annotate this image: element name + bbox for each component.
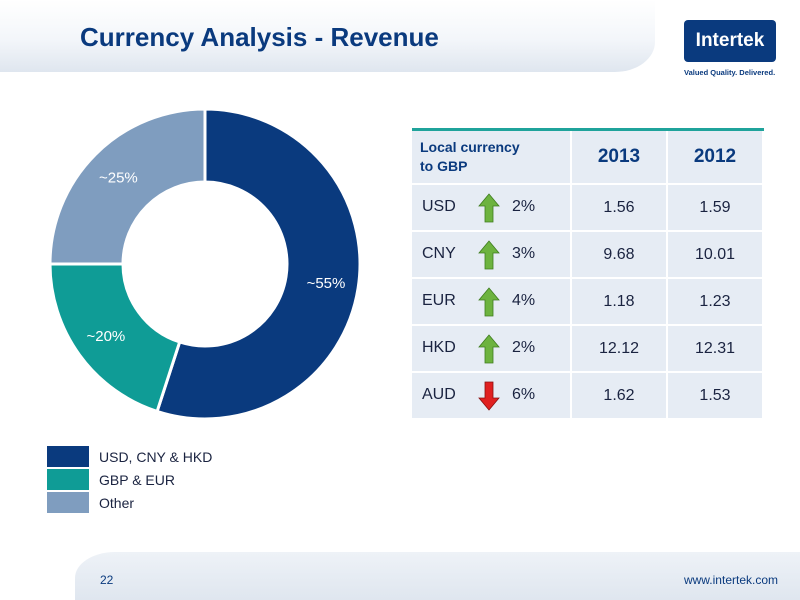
legend-item: Other <box>47 491 212 514</box>
arrow-down-icon <box>478 381 500 416</box>
logo-tagline: Valued Quality. Delivered. <box>684 68 776 77</box>
revenue-donut-chart: ~55% ~20% ~25% <box>48 107 362 421</box>
slice-label: ~25% <box>99 169 138 186</box>
donut-slice <box>48 262 182 414</box>
percent-change: 2% <box>512 198 536 215</box>
header-local-currency: Local currency to GBP <box>412 131 572 185</box>
value-2013: 1.56 <box>572 185 668 232</box>
value-2013: 9.68 <box>572 232 668 279</box>
currency-code: EUR <box>422 292 456 309</box>
table-row: USD 2% 1.56 1.59 <box>412 185 764 232</box>
header-line: Local currency <box>420 139 520 155</box>
value-2012: 1.53 <box>668 373 764 420</box>
legend-label: USD, CNY & HKD <box>99 448 213 465</box>
value-2013: 1.18 <box>572 279 668 326</box>
legend-label: GBP & EUR <box>99 471 175 488</box>
currency-rate-table: Local currency to GBP 2013 2012 USD 2% 1… <box>412 128 764 420</box>
legend-swatch <box>47 492 89 513</box>
value-2012: 10.01 <box>668 232 764 279</box>
slice-label: ~20% <box>86 328 125 345</box>
intertek-logo: Intertek <box>684 20 776 62</box>
percent-change: 4% <box>512 292 536 309</box>
footer-band <box>75 552 800 600</box>
arrow-up-icon <box>478 193 500 228</box>
currency-code: USD <box>422 198 456 215</box>
currency-code: HKD <box>422 339 456 356</box>
value-2013: 1.62 <box>572 373 668 420</box>
header-year-2013: 2013 <box>572 131 668 185</box>
table-row: CNY 3% 9.68 10.01 <box>412 232 764 279</box>
arrow-up-icon <box>478 240 500 275</box>
percent-change: 3% <box>512 245 536 262</box>
percent-change: 2% <box>512 339 536 356</box>
table-row: EUR 4% 1.18 1.23 <box>412 279 764 326</box>
header-line: to GBP <box>420 158 468 174</box>
legend-item: GBP & EUR <box>47 468 212 491</box>
table-header-row: Local currency to GBP 2013 2012 <box>412 131 764 185</box>
currency-cell: AUD 6% <box>412 373 572 420</box>
legend-swatch <box>47 446 89 467</box>
arrow-up-icon <box>478 334 500 369</box>
donut-slice <box>48 107 207 266</box>
legend-item: USD, CNY & HKD <box>47 445 212 468</box>
currency-cell: HKD 2% <box>412 326 572 373</box>
header-year-2012: 2012 <box>668 131 764 185</box>
value-2013: 12.12 <box>572 326 668 373</box>
logo-text: Intertek <box>695 30 765 51</box>
legend-label: Other <box>99 494 135 511</box>
page-number: 22 <box>100 573 114 587</box>
currency-cell: USD 2% <box>412 185 572 232</box>
chart-legend: USD, CNY & HKD GBP & EUR Other <box>47 445 212 514</box>
currency-cell: CNY 3% <box>412 232 572 279</box>
header-band <box>0 0 655 72</box>
page-title: Currency Analysis - Revenue <box>80 22 439 52</box>
table-row: HKD 2% 12.12 12.31 <box>412 326 764 373</box>
currency-code: AUD <box>422 386 456 403</box>
currency-cell: EUR 4% <box>412 279 572 326</box>
slice-label: ~55% <box>307 275 346 292</box>
footer-url[interactable]: www.intertek.com <box>683 573 778 587</box>
currency-code: CNY <box>422 245 456 262</box>
donut-slice <box>155 107 362 421</box>
arrow-up-icon <box>478 287 500 322</box>
table-row: AUD 6% 1.62 1.53 <box>412 373 764 420</box>
value-2012: 12.31 <box>668 326 764 373</box>
value-2012: 1.23 <box>668 279 764 326</box>
percent-change: 6% <box>512 386 536 403</box>
value-2012: 1.59 <box>668 185 764 232</box>
legend-swatch <box>47 469 89 490</box>
